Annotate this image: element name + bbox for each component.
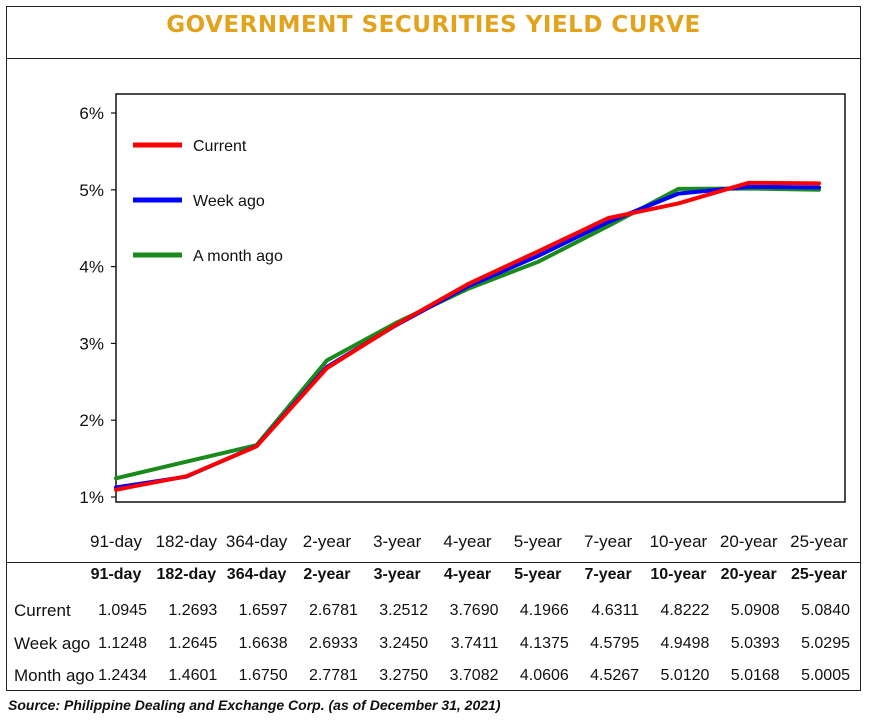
- table-cell: 1.6597: [238, 602, 288, 619]
- table-cell: 4.6311: [591, 602, 640, 619]
- legend-label: A month ago: [193, 248, 283, 265]
- x-tick-label: 5-year: [514, 532, 563, 551]
- y-tick-label: 5%: [79, 181, 104, 200]
- x-tick-label: 7-year: [584, 532, 633, 551]
- x-tick-label: 4-year: [443, 532, 492, 551]
- table-cell: 1.0945: [98, 602, 147, 619]
- table-cell: 1.1248: [98, 635, 147, 652]
- table-cell: 5.0005: [801, 667, 850, 684]
- table-cell: 1.6750: [238, 667, 288, 684]
- table-cell: 4.5795: [590, 635, 640, 652]
- table-cell: 3.7082: [449, 667, 499, 684]
- chart-title: GOVERNMENT SECURITIES YIELD CURVE: [166, 12, 701, 38]
- table-cell: 4.1375: [519, 635, 569, 652]
- y-tick-label: 1%: [79, 488, 104, 507]
- legend: Current Week ago A month ago: [133, 138, 283, 265]
- x-axis: 91-day 182-day 364-day 2-year 3-year 4-year 5-…: [90, 532, 848, 551]
- table-cell: 2.6933: [308, 635, 358, 652]
- table-cell: 1.6638: [238, 635, 288, 652]
- legend-label: Current: [193, 138, 247, 155]
- table-header-cell: 10-year: [650, 566, 707, 583]
- y-tick-label: 2%: [79, 411, 104, 430]
- x-tick-label: 182-day: [156, 532, 218, 551]
- table-cell: 5.0295: [801, 635, 850, 652]
- table-row-label: Current: [14, 601, 71, 620]
- source-note: Source: Philippine Dealing and Exchange …: [8, 697, 501, 713]
- y-tick-label: 4%: [79, 258, 104, 277]
- x-tick-label: 20-year: [720, 532, 778, 551]
- legend-label: Week ago: [193, 193, 265, 210]
- table-header-cell: 5-year: [514, 566, 562, 583]
- series-line-week-ago: [114, 184, 821, 490]
- x-tick-label: 3-year: [373, 532, 422, 551]
- x-tick-label: 10-year: [650, 532, 708, 551]
- table-header-cell: 91-day: [90, 566, 142, 583]
- series-line-current: [114, 180, 821, 492]
- table-cell: 3.2512: [379, 602, 429, 619]
- table-cell: 4.0606: [519, 667, 569, 684]
- table-cell: 4.1966: [519, 602, 569, 619]
- table-cell: 5.0120: [660, 667, 710, 684]
- table-divider: [6, 562, 861, 563]
- chart-frame: [6, 6, 861, 691]
- table-header-cell: 364-day: [226, 566, 287, 583]
- table-cell: 3.2750: [379, 667, 429, 684]
- table-cell: 1.4601: [168, 667, 218, 684]
- table-header-cell: 3-year: [373, 566, 421, 583]
- table-header-cell: 20-year: [720, 566, 777, 583]
- table-cell: 5.0393: [730, 635, 780, 652]
- table-header-cell: 7-year: [584, 566, 632, 583]
- x-tick-label: 364-day: [226, 532, 288, 551]
- table-cell: 4.9498: [660, 635, 710, 652]
- table-row-label: Month ago: [14, 666, 95, 685]
- series-lines: [114, 180, 821, 492]
- table-header-cell: 4-year: [443, 566, 492, 583]
- y-axis: 1% 2% 3% 4% 5% 6%: [79, 104, 116, 507]
- table-cell: 2.6781: [308, 602, 358, 619]
- y-tick-label: 6%: [79, 104, 104, 123]
- table-cell: 4.8222: [660, 602, 710, 619]
- table-cell: 1.2645: [168, 635, 218, 652]
- table-cell: 5.0908: [730, 602, 780, 619]
- table-header-cell: 25-year: [790, 566, 848, 583]
- table-header-cell: 182-day: [156, 566, 217, 583]
- table-header-cell: 2-year: [303, 566, 351, 583]
- table-row-label: Week ago: [14, 634, 91, 653]
- y-tick-label: 3%: [79, 334, 104, 353]
- yield-table: 91-day 182-day 364-day 2-year 3-year 4-year 5-…: [6, 562, 861, 691]
- table-cell: 3.7690: [449, 602, 499, 619]
- x-tick-label: 25-year: [790, 532, 848, 551]
- table-cell: 5.0168: [730, 667, 780, 684]
- yield-curve-chart: 1% 2% 3% 4% 5% 6% 91-day 182-day 364-day 2-year 3…: [79, 93, 848, 551]
- table-cell: 5.0840: [801, 602, 850, 619]
- table-cell: 1.2693: [168, 602, 218, 619]
- table-cell: 3.7411: [450, 635, 499, 652]
- table-cell: 2.7781: [308, 667, 358, 684]
- title-divider: [6, 58, 861, 59]
- plot-area: [115, 93, 846, 503]
- x-tick-label: 91-day: [90, 532, 142, 551]
- series-line-a-month-ago: [114, 186, 821, 481]
- table-cell: 4.5267: [590, 667, 640, 684]
- x-tick-label: 2-year: [303, 532, 352, 551]
- table-cell: 1.2434: [98, 667, 147, 684]
- table-cell: 3.2450: [379, 635, 429, 652]
